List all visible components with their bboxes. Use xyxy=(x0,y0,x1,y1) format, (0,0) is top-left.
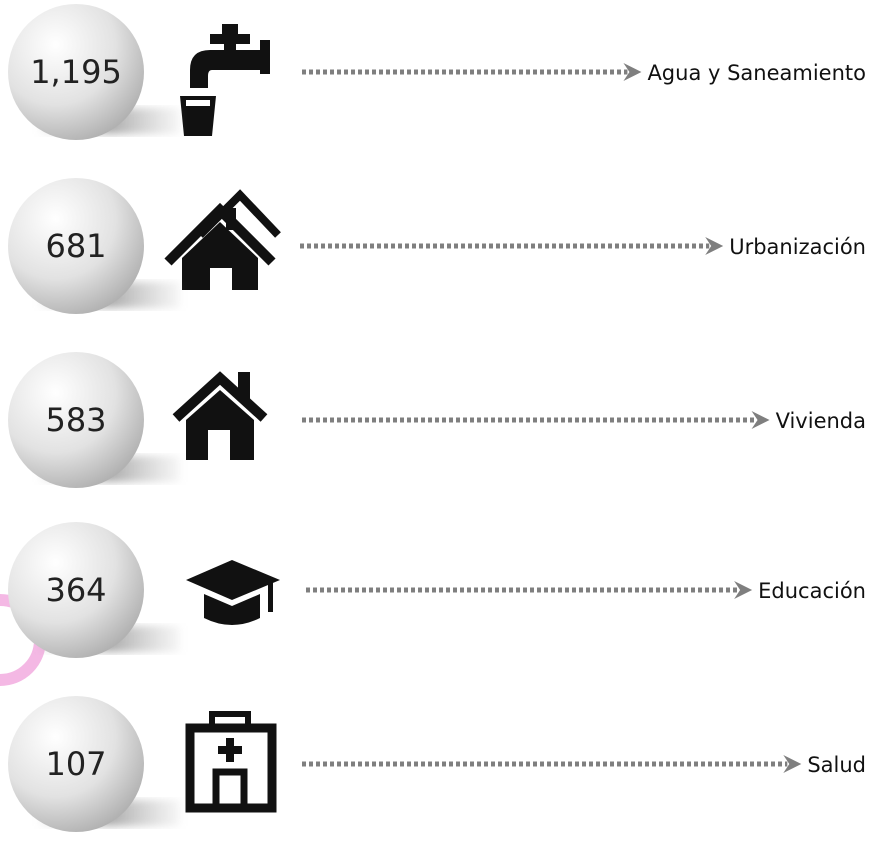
hospital-icon xyxy=(185,711,277,813)
number-circle xyxy=(8,522,144,658)
number-circle xyxy=(8,178,144,314)
number-circle xyxy=(8,352,144,488)
category-label: Educación xyxy=(758,579,866,603)
category-label: Urbanización xyxy=(729,235,866,259)
number-circle xyxy=(8,696,144,832)
faucet-icon xyxy=(180,24,270,136)
count: 583 xyxy=(45,401,106,439)
arrowhead xyxy=(751,411,770,429)
houses-icon xyxy=(164,189,281,290)
cap-icon xyxy=(186,560,280,625)
count: 1,195 xyxy=(30,53,122,91)
arrowhead xyxy=(783,755,802,773)
count: 681 xyxy=(45,227,106,265)
arrowhead xyxy=(705,237,724,255)
category-label: Agua y Saneamiento xyxy=(647,61,866,85)
arrowhead xyxy=(623,63,642,81)
number-circle xyxy=(8,4,144,140)
arrowhead xyxy=(734,581,753,599)
count: 364 xyxy=(45,571,106,609)
category-label: Vivienda xyxy=(776,409,866,433)
count: 107 xyxy=(45,745,106,783)
house-icon xyxy=(172,371,268,460)
category-label: Salud xyxy=(807,753,866,777)
